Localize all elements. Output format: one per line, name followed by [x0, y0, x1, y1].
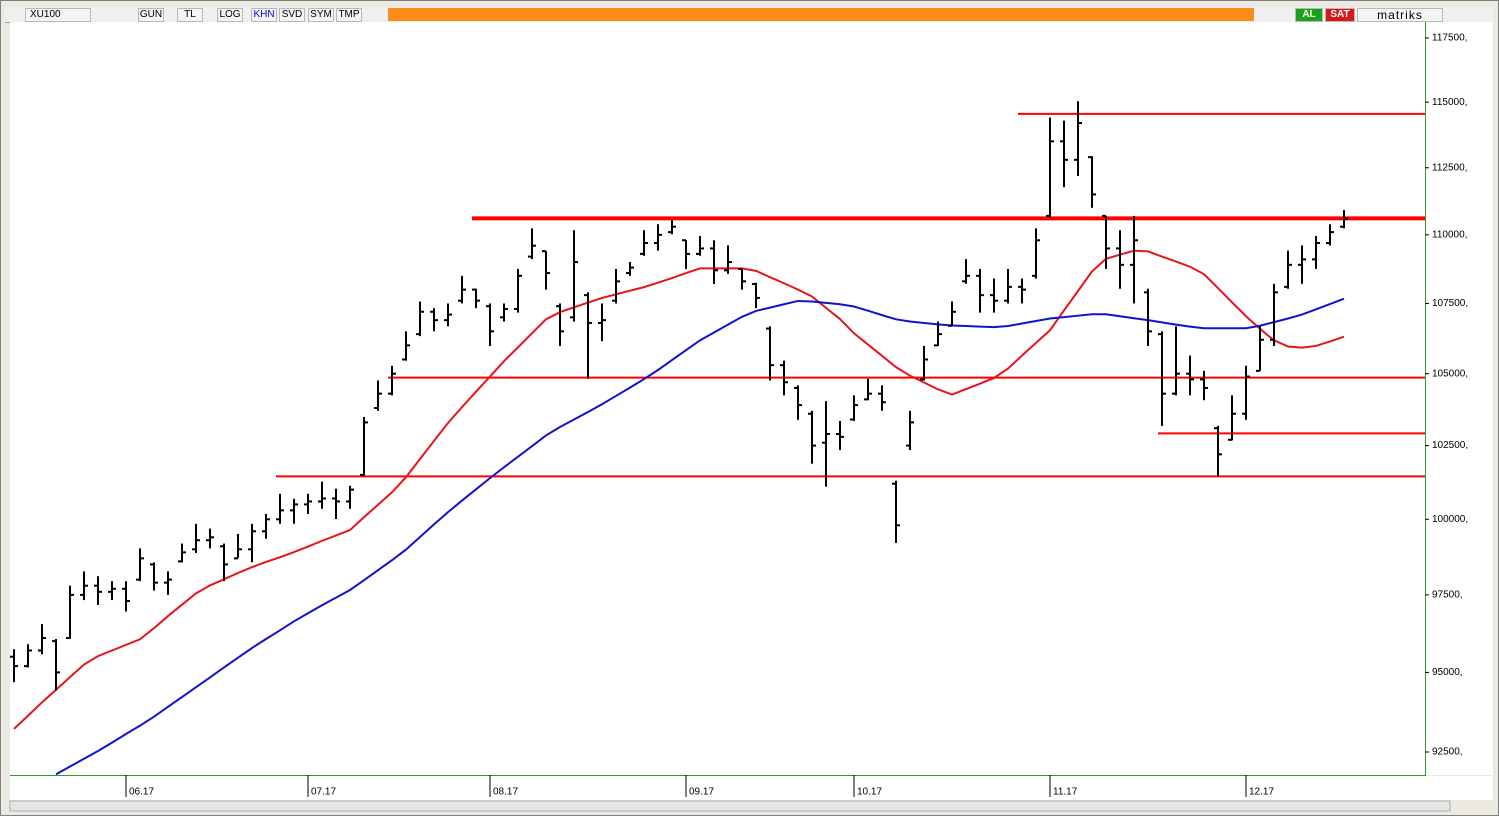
sell-button[interactable]: SAT: [1325, 8, 1355, 22]
overlay-line: [13, 249, 1345, 730]
x-tick-label: 07.17: [311, 787, 336, 798]
toolbar-button[interactable]: KHN: [251, 8, 277, 22]
y-tick-label: 97500,: [1432, 590, 1463, 601]
brand: matriks: [1357, 8, 1443, 22]
toolbar-button[interactable]: TMP: [336, 8, 362, 22]
plot: [10, 101, 1425, 775]
y-tick-label: 107500,: [1432, 298, 1468, 309]
y-tick-label: 100000,: [1432, 514, 1468, 525]
y-axis-area: [1425, 22, 1493, 775]
buy-button[interactable]: AL: [1295, 8, 1323, 22]
y-tick-label: 117500,: [1432, 33, 1467, 44]
toolbar-button[interactable]: SYM: [308, 8, 334, 22]
y-tick-label: 105000,: [1432, 368, 1468, 379]
scrollbar[interactable]: [9, 800, 1451, 812]
y-tick-label: 102500,: [1432, 440, 1468, 451]
toolbar-button[interactable]: GUN: [138, 8, 164, 22]
y-tick-label: 115000,: [1432, 97, 1467, 108]
y-tick-label: 112500,: [1432, 162, 1467, 173]
symbol-box[interactable]: XU100: [25, 8, 91, 22]
x-tick-label: 09.17: [689, 787, 714, 798]
overlay-line: [55, 297, 1345, 775]
y-tick-label: 92500,: [1432, 747, 1463, 758]
title-strip: [388, 8, 1254, 21]
x-tick-label: 06.17: [129, 787, 154, 798]
toolbar: XU100 GUN TL LOG KHN SVD SYM TMP AL SAT matrik…: [5, 7, 1493, 23]
toolbar-button[interactable]: SVD: [279, 8, 305, 22]
y-tick-label: 95000,: [1432, 667, 1463, 678]
plot-area: [10, 22, 1425, 775]
x-tick-label: 12.17: [1249, 787, 1274, 798]
y-tick-label: 110000,: [1432, 229, 1467, 240]
x-tick-label: 10.17: [857, 787, 882, 798]
toolbar-button[interactable]: TL: [177, 8, 203, 22]
toolbar-button[interactable]: LOG: [217, 8, 243, 22]
x-tick-label: 11.17: [1053, 787, 1078, 798]
x-tick-label: 08.17: [493, 787, 518, 798]
